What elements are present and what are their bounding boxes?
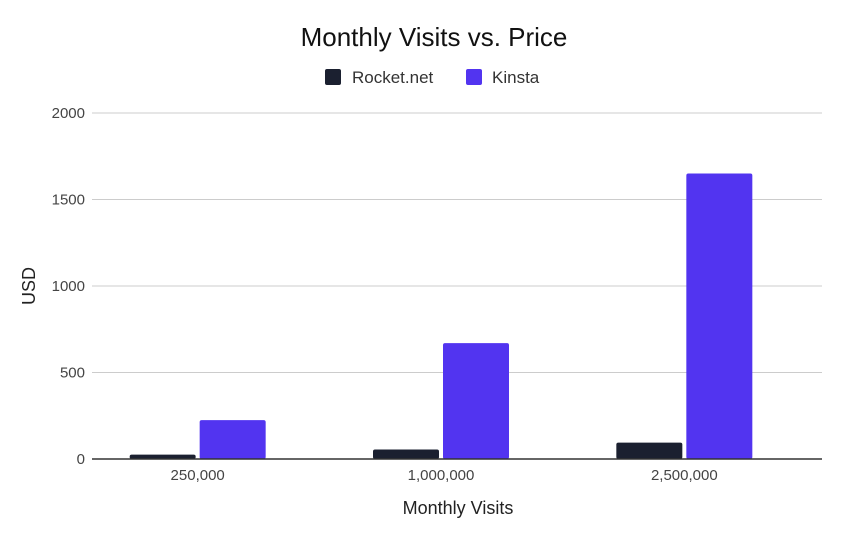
bar-kinsta-2 — [686, 173, 753, 460]
legend: Rocket.net Kinsta — [325, 68, 540, 87]
legend-swatch-kinsta — [466, 69, 482, 85]
x-tick-label: 250,000 — [171, 467, 225, 484]
y-tick-label: 2000 — [52, 105, 85, 122]
legend-label-rocket-net: Rocket.net — [352, 68, 434, 87]
x-tick-label: 1,000,000 — [408, 467, 475, 484]
y-tick-label: 0 — [77, 451, 85, 468]
legend-swatch-rocket-net — [325, 69, 341, 85]
bar-rocket-net-1 — [373, 449, 439, 459]
y-tick-label: 500 — [60, 365, 85, 382]
bar-rocket-net-0 — [129, 454, 196, 459]
y-tick-labels: 0 500 1000 1500 2000 — [52, 105, 85, 468]
bar-kinsta-1 — [443, 343, 509, 459]
x-tick-labels: 250,000 1,000,000 2,500,000 — [171, 467, 718, 484]
x-axis-title: Monthly Visits — [403, 498, 514, 518]
legend-label-kinsta: Kinsta — [492, 68, 540, 87]
y-tick-label: 1500 — [52, 192, 85, 209]
bar-rocket-net-2 — [616, 442, 683, 459]
bars — [129, 173, 753, 460]
bar-kinsta-0 — [199, 420, 266, 459]
x-tick-label: 2,500,000 — [651, 467, 718, 484]
y-axis-title: USD — [19, 267, 39, 305]
y-tick-label: 1000 — [52, 278, 85, 295]
chart-title: Monthly Visits vs. Price — [301, 22, 568, 52]
